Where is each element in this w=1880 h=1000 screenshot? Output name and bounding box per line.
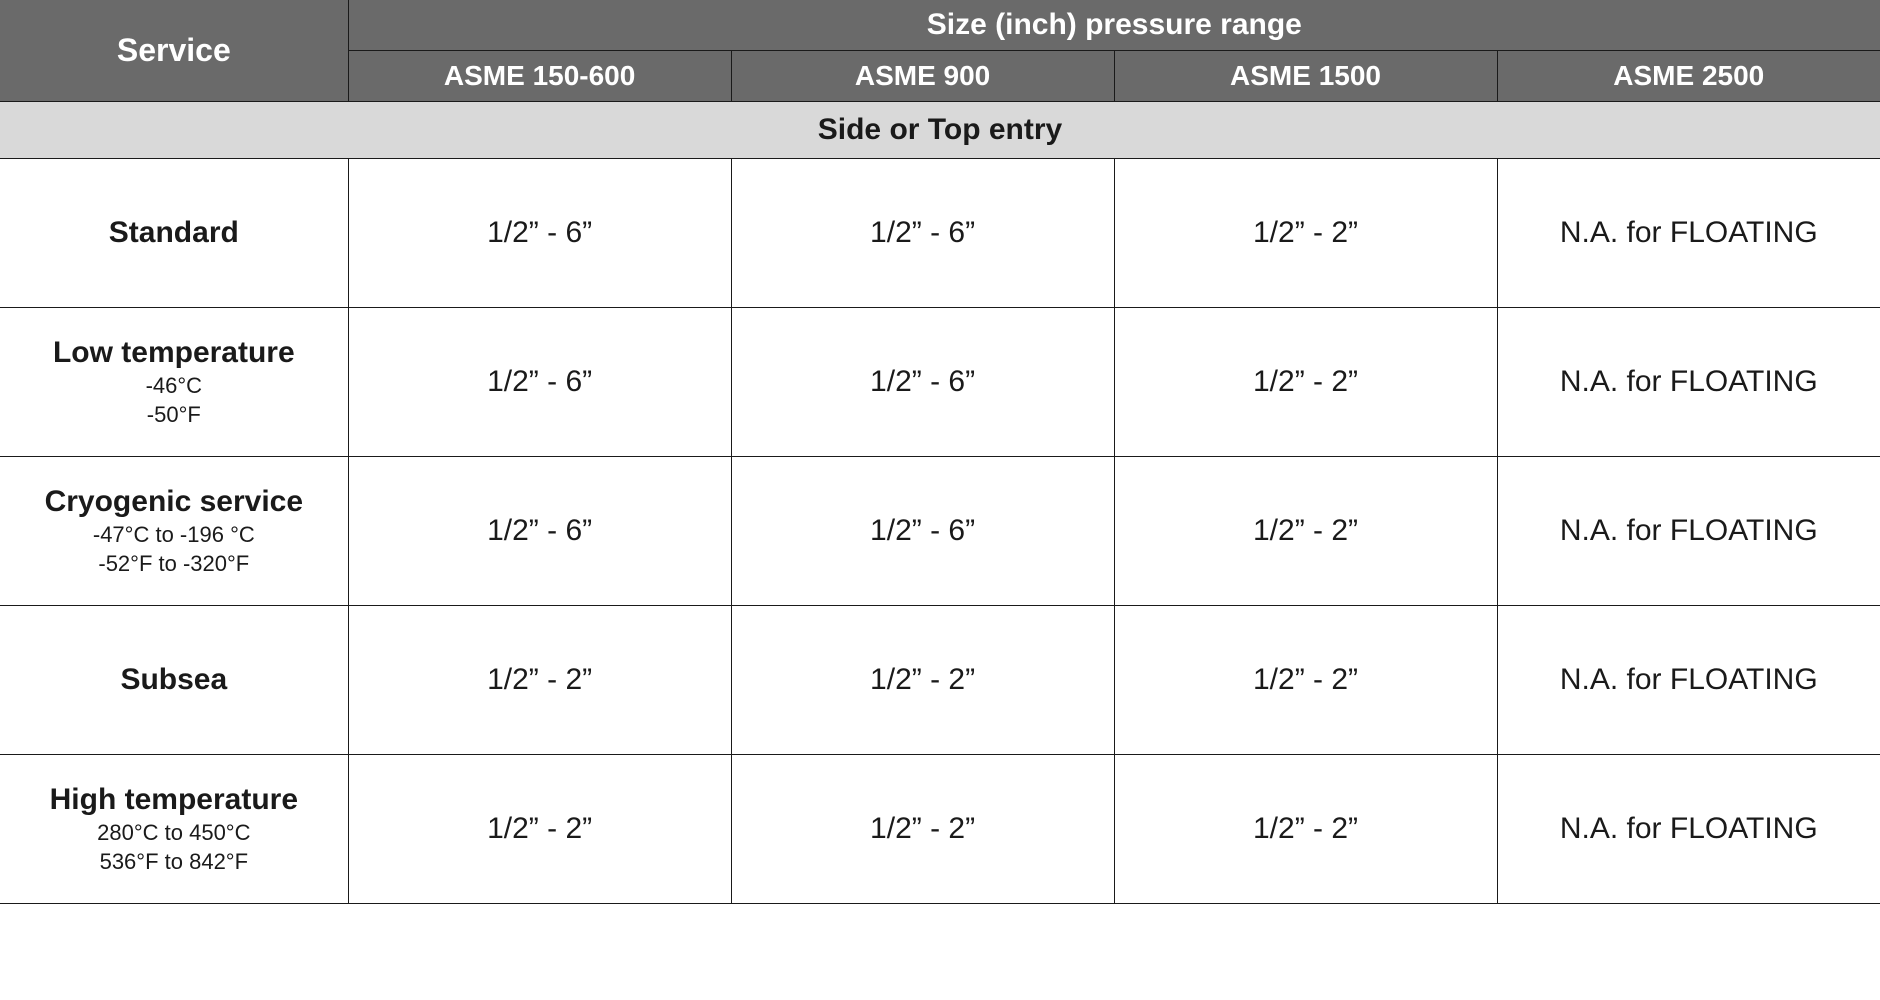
service-sub: -52°F to -320°F <box>45 550 303 579</box>
cell: 1/2” - 6” <box>731 308 1114 457</box>
table-row: Low temperature -46°C -50°F 1/2” - 6” 1/… <box>0 308 1880 457</box>
cell: 1/2” - 6” <box>348 457 731 606</box>
cell: N.A. for FLOATING <box>1497 755 1880 904</box>
cell: 1/2” - 2” <box>348 755 731 904</box>
service-name: Cryogenic service <box>45 483 303 521</box>
col-header-asme-150-600: ASME 150-600 <box>348 51 731 102</box>
service-sub: 536°F to 842°F <box>50 848 298 877</box>
service-cell: High temperature 280°C to 450°C 536°F to… <box>0 755 348 904</box>
service-name: Subsea <box>120 661 227 699</box>
cell: N.A. for FLOATING <box>1497 308 1880 457</box>
cell: 1/2” - 2” <box>348 606 731 755</box>
section-header: Side or Top entry <box>0 102 1880 159</box>
cell: 1/2” - 2” <box>1114 308 1497 457</box>
cell: N.A. for FLOATING <box>1497 159 1880 308</box>
table-row: Subsea 1/2” - 2” 1/2” - 2” 1/2” - 2” N.A… <box>0 606 1880 755</box>
service-cell: Subsea <box>0 606 348 755</box>
cell: 1/2” - 6” <box>731 159 1114 308</box>
service-name: Low temperature <box>53 334 295 372</box>
service-cell: Cryogenic service -47°C to -196 °C -52°F… <box>0 457 348 606</box>
service-name: Standard <box>109 214 239 252</box>
cell: 1/2” - 6” <box>731 457 1114 606</box>
col-header-asme-1500: ASME 1500 <box>1114 51 1497 102</box>
service-sub: -47°C to -196 °C <box>45 521 303 550</box>
cell: 1/2” - 6” <box>348 159 731 308</box>
cell: N.A. for FLOATING <box>1497 457 1880 606</box>
service-sub: -46°C <box>53 372 295 401</box>
col-header-group: Size (inch) pressure range <box>348 0 1880 51</box>
col-header-asme-900: ASME 900 <box>731 51 1114 102</box>
cell: N.A. for FLOATING <box>1497 606 1880 755</box>
cell: 1/2” - 6” <box>348 308 731 457</box>
pressure-range-table: Service Size (inch) pressure range ASME … <box>0 0 1880 904</box>
col-header-asme-2500: ASME 2500 <box>1497 51 1880 102</box>
cell: 1/2” - 2” <box>1114 606 1497 755</box>
cell: 1/2” - 2” <box>1114 755 1497 904</box>
col-header-service: Service <box>0 0 348 102</box>
service-sub: -50°F <box>53 401 295 430</box>
service-name: High temperature <box>50 781 298 819</box>
table-row: Standard 1/2” - 6” 1/2” - 6” 1/2” - 2” N… <box>0 159 1880 308</box>
cell: 1/2” - 2” <box>1114 457 1497 606</box>
pressure-range-table-container: Service Size (inch) pressure range ASME … <box>0 0 1880 904</box>
table-row: Cryogenic service -47°C to -196 °C -52°F… <box>0 457 1880 606</box>
cell: 1/2” - 2” <box>731 755 1114 904</box>
table-row: High temperature 280°C to 450°C 536°F to… <box>0 755 1880 904</box>
service-cell: Standard <box>0 159 348 308</box>
cell: 1/2” - 2” <box>1114 159 1497 308</box>
service-sub: 280°C to 450°C <box>50 819 298 848</box>
service-cell: Low temperature -46°C -50°F <box>0 308 348 457</box>
cell: 1/2” - 2” <box>731 606 1114 755</box>
